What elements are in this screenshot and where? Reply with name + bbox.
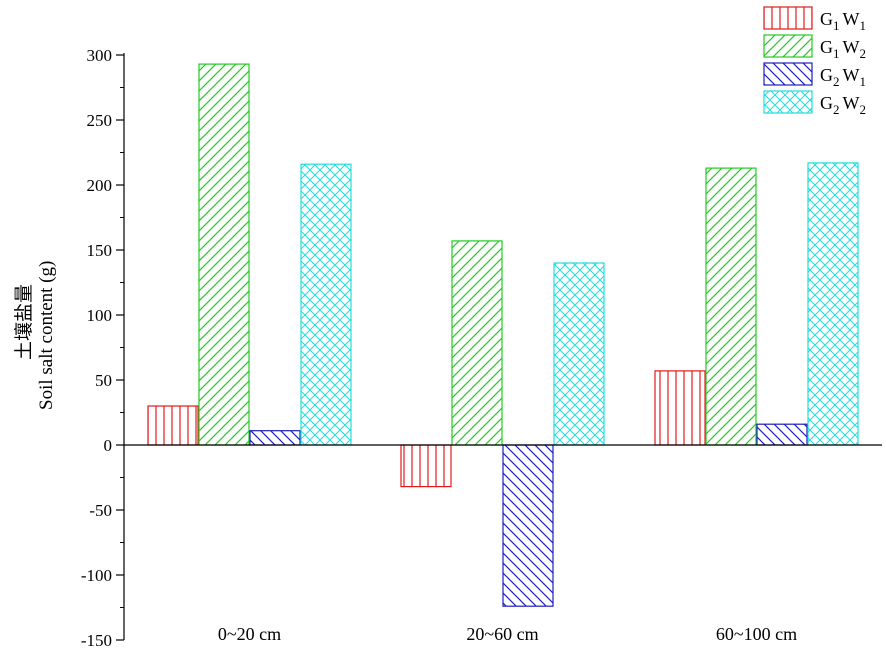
bar-g1w2-1 [451,240,503,446]
bar-g1w1-2 [654,370,706,446]
legend-swatch [763,62,813,86]
y-tick-label: -100 [81,566,112,585]
y-axis-title-cn: 土壤盐量 [13,284,35,360]
bar-g2w1-0 [249,430,301,446]
x-category-label: 20~60 cm [466,624,538,644]
x-category-label: 60~100 cm [716,624,797,644]
y-ticks: -150 -100 -50 0 50 100 150 200 250 300 [81,46,124,650]
bars-group [147,63,859,607]
legend: G1 W1 G1 W2 G2 W1 G2 W2 [763,6,866,117]
legend-label: G2 W2 [820,93,866,117]
bar-g2w2-1 [553,262,605,446]
axes-group: -150 -100 -50 0 50 100 150 200 250 300 [81,46,882,650]
bar-g1w1-1 [400,444,452,488]
category-labels: 0~20 cm 20~60 cm 60~100 cm [218,624,797,644]
bar-g1w2-2 [705,167,757,446]
legend-swatch [763,90,813,114]
legend-label: G1 W2 [820,37,866,61]
y-tick-label: -150 [81,631,112,650]
y-tick-label: 100 [87,306,113,325]
bar-g2w2-0 [300,163,352,446]
x-category-label: 0~20 cm [218,624,281,644]
bar-g2w1-2 [756,423,808,446]
bar-g2w1-1 [502,444,554,607]
legend-label: G1 W1 [820,9,866,33]
y-tick-label: 250 [87,111,113,130]
bar-g1w2-0 [198,63,250,446]
legend-swatch [763,6,813,30]
y-tick-label: 150 [87,241,113,260]
y-tick-label: 300 [87,46,113,65]
legend-label: G2 W1 [820,65,866,89]
bar-g1w1-0 [147,405,199,446]
y-tick-label: 50 [95,371,112,390]
y-tick-label: 0 [104,436,113,455]
y-axis-title-en: Soil salt content (g) [36,261,57,410]
legend-swatch [763,34,813,58]
y-tick-label: -50 [89,501,112,520]
bar-g2w2-2 [807,162,859,446]
y-tick-label: 200 [87,176,113,195]
y-axis-title: 土壤盐量 Soil salt content (g) [13,261,57,410]
